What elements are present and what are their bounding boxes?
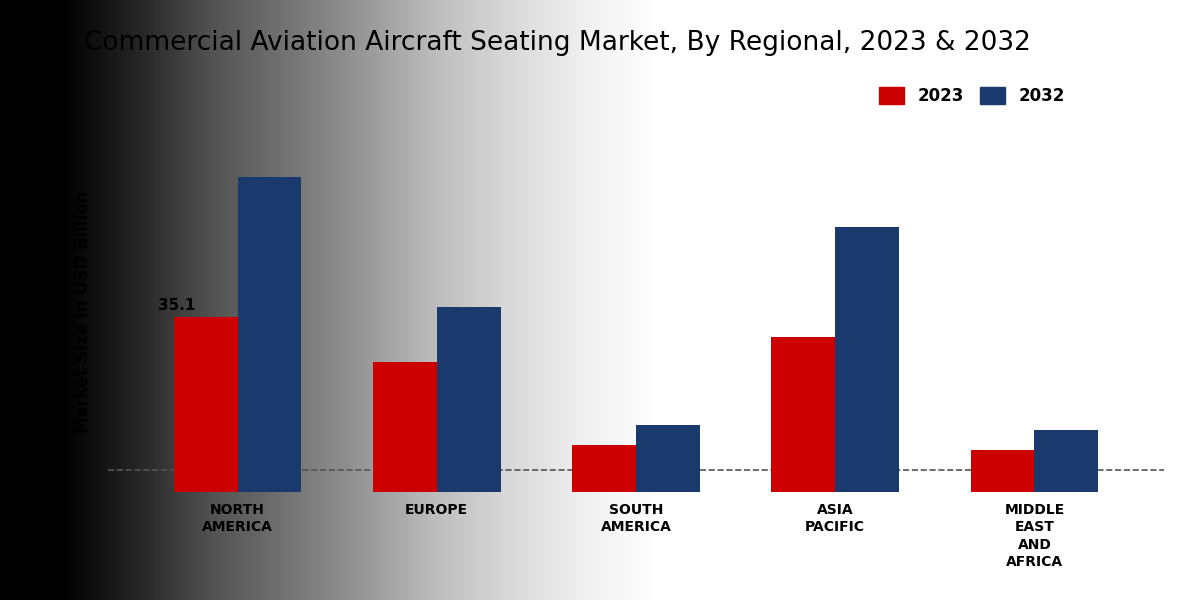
Bar (971, 449, 1034, 492)
Bar (835, 227, 899, 492)
Bar (174, 317, 238, 492)
Bar (772, 337, 835, 492)
Bar (1034, 430, 1098, 492)
Text: Commercial Aviation Aircraft Seating Market, By Regional, 2023 & 2032: Commercial Aviation Aircraft Seating Mar… (84, 30, 1031, 56)
Bar (572, 445, 636, 492)
Bar (437, 307, 500, 492)
Text: 35.1: 35.1 (158, 298, 196, 313)
Legend: 2023, 2032: 2023, 2032 (872, 80, 1072, 112)
Bar (636, 425, 700, 492)
Bar (373, 362, 437, 492)
Y-axis label: Market Size in USD Billion: Market Size in USD Billion (74, 191, 92, 433)
Bar (238, 177, 301, 492)
